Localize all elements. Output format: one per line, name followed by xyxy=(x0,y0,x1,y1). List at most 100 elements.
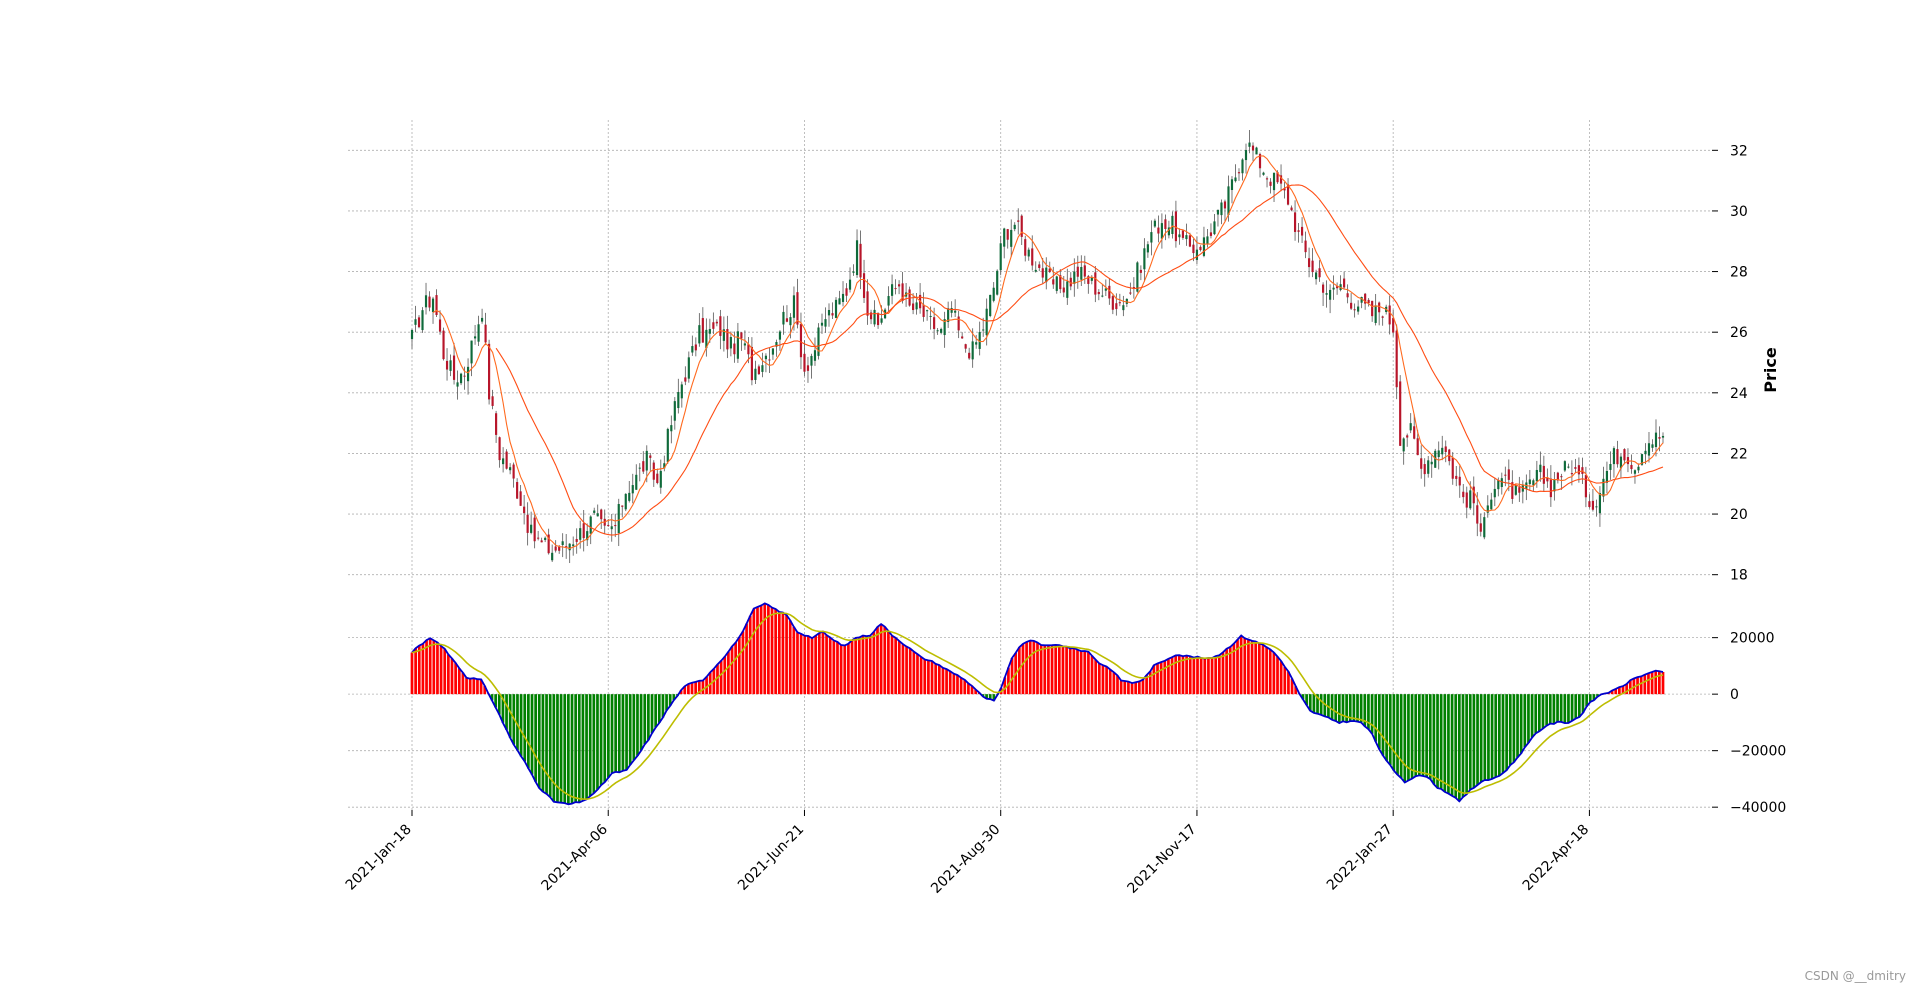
candle-body xyxy=(1532,480,1535,486)
macd-histogram-bar xyxy=(1316,694,1319,714)
macd-histogram-bar xyxy=(923,659,927,695)
macd-histogram-bar xyxy=(501,694,505,723)
macd-histogram-bar xyxy=(1225,648,1228,695)
candle-body xyxy=(782,311,785,325)
macd-histogram-bar xyxy=(974,689,978,695)
macd-histogram-bar xyxy=(1465,694,1468,795)
candle-body xyxy=(1430,461,1433,465)
price-y-axis: 18 20 22 24 26 28 30 32 xyxy=(1712,143,1748,584)
candle-body xyxy=(915,302,918,310)
candle-body xyxy=(898,284,901,287)
candle-body xyxy=(817,327,820,356)
candle-body xyxy=(1476,505,1479,524)
candle-body xyxy=(964,344,967,349)
candle-body xyxy=(1591,500,1594,510)
macd-histogram-bar xyxy=(890,635,894,695)
macd-histogram-bar xyxy=(425,640,428,695)
macd-histogram-bar xyxy=(748,615,752,695)
candle-body xyxy=(1595,506,1598,508)
candle-body xyxy=(544,537,547,541)
candle-body xyxy=(1539,464,1542,473)
candle-body xyxy=(617,504,620,534)
candle-body xyxy=(659,470,662,488)
candle-body xyxy=(789,317,792,326)
macd-histogram-bar xyxy=(952,673,956,695)
candle-body xyxy=(989,294,992,316)
candle-body xyxy=(1153,220,1156,227)
candle-body xyxy=(841,293,845,302)
candle-body xyxy=(1143,248,1146,270)
candle-body xyxy=(663,463,666,469)
candle-body xyxy=(1164,219,1167,229)
candle-body xyxy=(1034,269,1037,272)
candle-body xyxy=(1258,154,1262,169)
candle-body xyxy=(876,312,880,326)
macd-histogram-bar xyxy=(1443,694,1447,792)
candle-body xyxy=(1462,491,1465,498)
macd-histogram-bar xyxy=(483,685,487,695)
macd-histogram-bar xyxy=(821,631,825,695)
candle-body xyxy=(729,337,732,349)
macd-histogram-bar xyxy=(1108,669,1112,695)
macd-histogram-bar xyxy=(1065,646,1068,695)
price-ytick-label: 30 xyxy=(1730,204,1748,220)
candle-body xyxy=(1230,179,1234,190)
macd-histogram-bar xyxy=(1352,694,1356,722)
candle-body xyxy=(677,392,680,409)
macd-ytick-label: −40000 xyxy=(1730,800,1786,816)
candle-body xyxy=(806,365,810,371)
macd-histogram-bar xyxy=(988,694,992,700)
candle-body xyxy=(1633,470,1637,474)
candle-body xyxy=(1560,476,1563,478)
signal-line xyxy=(411,612,1664,801)
candle-body xyxy=(1654,432,1658,448)
macd-ytick-label: 0 xyxy=(1730,687,1739,703)
candle-body xyxy=(523,506,526,514)
macd-histogram-bar xyxy=(1428,694,1432,780)
macd-histogram-bar xyxy=(607,694,610,778)
macd-histogram-bar xyxy=(1661,671,1665,695)
macd-histogram-bar xyxy=(683,686,687,695)
macd-histogram-bar xyxy=(970,685,974,695)
candle-body xyxy=(1434,450,1437,468)
candle-body xyxy=(1343,278,1346,288)
candle-body xyxy=(978,332,981,349)
candle-body xyxy=(1332,287,1335,290)
candle-body xyxy=(610,526,613,530)
macd-histogram-bar xyxy=(701,680,705,695)
candle-body xyxy=(1234,177,1237,182)
candle-body xyxy=(1514,485,1517,495)
macd-histogram-bar xyxy=(1243,638,1247,695)
candle-body xyxy=(1167,227,1170,236)
macd-histogram-bar xyxy=(807,635,810,695)
macd-histogram-bar xyxy=(1137,681,1141,695)
candle-body xyxy=(1027,249,1030,257)
macd-histogram-bar xyxy=(690,682,694,695)
candle-body xyxy=(624,493,627,510)
candle-body xyxy=(852,271,855,273)
candle-body xyxy=(1371,300,1374,317)
macd-histogram-bar xyxy=(472,678,476,695)
macd-histogram-bar xyxy=(959,677,963,695)
macd-histogram-bar xyxy=(639,694,643,751)
candle-body xyxy=(733,343,736,355)
macd-histogram-bar xyxy=(1396,694,1399,775)
macd-histogram-bar xyxy=(814,635,818,695)
candle-body xyxy=(691,346,694,353)
macd-histogram-bar xyxy=(1021,643,1025,695)
macd-histogram-bar xyxy=(694,681,698,695)
candle-body xyxy=(1322,284,1325,293)
macd-ytick-label: 20000 xyxy=(1730,631,1775,647)
macd-histogram-bar xyxy=(1363,694,1367,727)
macd-histogram-bar xyxy=(1174,655,1178,695)
macd-histogram-bar xyxy=(1476,694,1479,786)
macd-histogram-bar xyxy=(825,635,828,695)
macd-histogram-bar xyxy=(1392,694,1396,771)
candle-body xyxy=(638,467,641,469)
macd-histogram-bar xyxy=(570,694,574,804)
macd-histogram-bar xyxy=(1068,648,1072,695)
candle-body xyxy=(631,485,634,494)
candle-body xyxy=(1269,181,1272,186)
candle-body xyxy=(1637,466,1640,471)
macd-histogram-bar xyxy=(799,633,803,695)
